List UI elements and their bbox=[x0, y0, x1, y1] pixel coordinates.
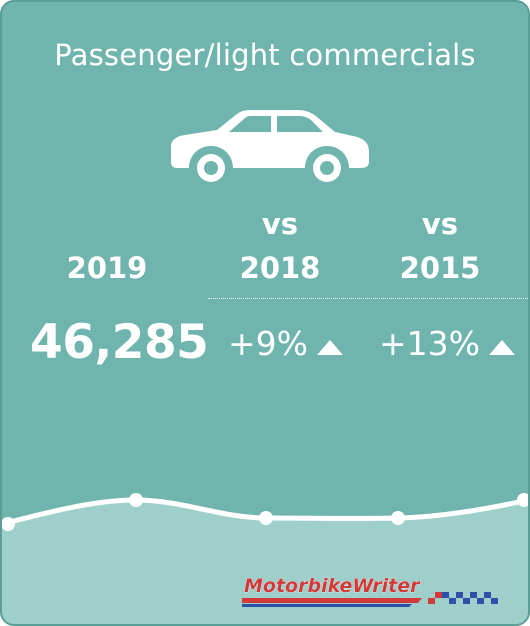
wave-point bbox=[2, 517, 15, 531]
year-2018-label: 2018 bbox=[239, 251, 321, 285]
logo-text: MotorbikeWriter bbox=[244, 575, 421, 597]
vs-label: vs bbox=[421, 207, 459, 241]
decorative-wave bbox=[2, 493, 528, 624]
column-header-vs-2015: vs 2015 bbox=[375, 202, 505, 290]
change-vs-2015: +13% bbox=[379, 324, 515, 363]
dotted-divider bbox=[208, 298, 528, 299]
car-icon bbox=[171, 110, 369, 182]
wave-point bbox=[391, 511, 405, 525]
change-2018-value: +9% bbox=[228, 324, 309, 363]
change-vs-2018: +9% bbox=[228, 324, 344, 363]
vs-label: vs bbox=[261, 207, 299, 241]
column-header-2019: 2019 bbox=[42, 246, 172, 290]
year-2019-label: 2019 bbox=[66, 251, 148, 285]
wave-point bbox=[129, 493, 143, 507]
column-header-vs-2018: vs 2018 bbox=[215, 202, 345, 290]
logo-swoosh bbox=[242, 598, 422, 603]
current-value: 46,285 bbox=[30, 315, 209, 370]
up-triangle-icon bbox=[317, 340, 344, 355]
wave-point bbox=[517, 493, 528, 507]
up-triangle-icon bbox=[489, 340, 515, 355]
change-2015-value: +13% bbox=[379, 324, 480, 363]
year-2015-label: 2015 bbox=[399, 251, 481, 285]
wave-point bbox=[259, 511, 273, 525]
motorbikewriter-logo: MotorbikeWriter bbox=[242, 575, 498, 607]
checkered-flag-icon bbox=[428, 592, 498, 604]
card-title: Passenger/light commercials bbox=[54, 38, 476, 72]
wave-fill bbox=[2, 500, 528, 624]
